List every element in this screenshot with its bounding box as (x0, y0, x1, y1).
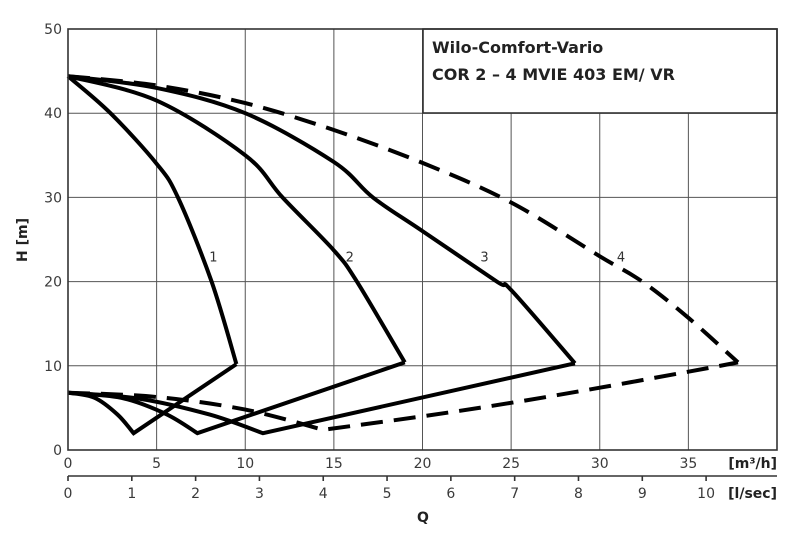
curve-label-2: 2 (346, 250, 354, 265)
x-tick-label-lsec: 5 (383, 486, 392, 502)
x-tick-label-lsec: 4 (319, 486, 328, 502)
x-tick-label-lsec: 8 (574, 486, 583, 502)
x-axis-lsec: 0 1 2 3 4 5 6 7 8 9 10 (64, 475, 777, 502)
x-tick-label-lsec: 1 (127, 486, 136, 502)
y-axis: 0 10 20 30 40 50 (44, 22, 62, 459)
x-tick-label-m3h: 5 (152, 456, 161, 472)
y-tick-label: 0 (53, 443, 62, 459)
x-tick-label-m3h: 10 (236, 456, 254, 472)
curve-label-4: 4 (617, 250, 625, 265)
y-tick-label: 30 (44, 190, 62, 206)
x-unit-lsec: [l/sec] (728, 486, 777, 502)
y-tick-label: 50 (44, 22, 62, 38)
pump-curve-2-upper (67, 74, 407, 364)
curve-labels: 1 2 3 4 (209, 250, 625, 265)
x-tick-label-lsec: 0 (64, 486, 73, 502)
x-axis-m3h: 0 5 10 15 20 25 30 35 (64, 456, 698, 472)
x-tick-label-m3h: 15 (325, 456, 343, 472)
y-tick-label: 10 (44, 359, 62, 375)
x-tick-label-lsec: 9 (638, 486, 647, 502)
x-unit-m3h: [m³/h] (728, 456, 777, 472)
x-tick-label-lsec: 2 (191, 486, 200, 502)
y-tick-label: 20 (44, 275, 62, 291)
y-axis-title: H [m] (15, 218, 31, 262)
pump-curve-4-lower (67, 360, 739, 432)
x-tick-label-m3h: 25 (502, 456, 520, 472)
pump-curve-3-lower (67, 361, 576, 436)
title-box: Wilo-Comfort-Vario COR 2 – 4 MVIE 403 EM… (422, 28, 778, 114)
x-tick-label-m3h: 35 (679, 456, 697, 472)
y-tick-label: 40 (44, 106, 62, 122)
x-tick-label-m3h: 30 (591, 456, 609, 472)
pump-curves (66, 74, 740, 436)
x-tick-label-m3h: 20 (414, 456, 432, 472)
pump-curve-1-lower (67, 362, 238, 436)
pump-curve-4-upper (67, 74, 740, 364)
plot-frame (67, 28, 778, 451)
x-tick-label-m3h: 0 (64, 456, 73, 472)
chart-title-line-1: Wilo-Comfort-Vario (432, 38, 603, 57)
chart-title-line-2: COR 2 – 4 MVIE 403 EM/ VR (432, 65, 675, 84)
x-tick-label-lsec: 10 (697, 486, 715, 502)
pump-curve-3-upper (67, 74, 577, 365)
x-tick-label-lsec: 6 (446, 486, 455, 502)
curve-label-1: 1 (209, 250, 217, 265)
x-tick-label-lsec: 7 (510, 486, 519, 502)
x-tick-label-lsec: 3 (255, 486, 264, 502)
pump-curve-1-upper (66, 74, 239, 365)
curve-label-3: 3 (480, 250, 488, 265)
x-axis-title: Q (417, 510, 429, 526)
